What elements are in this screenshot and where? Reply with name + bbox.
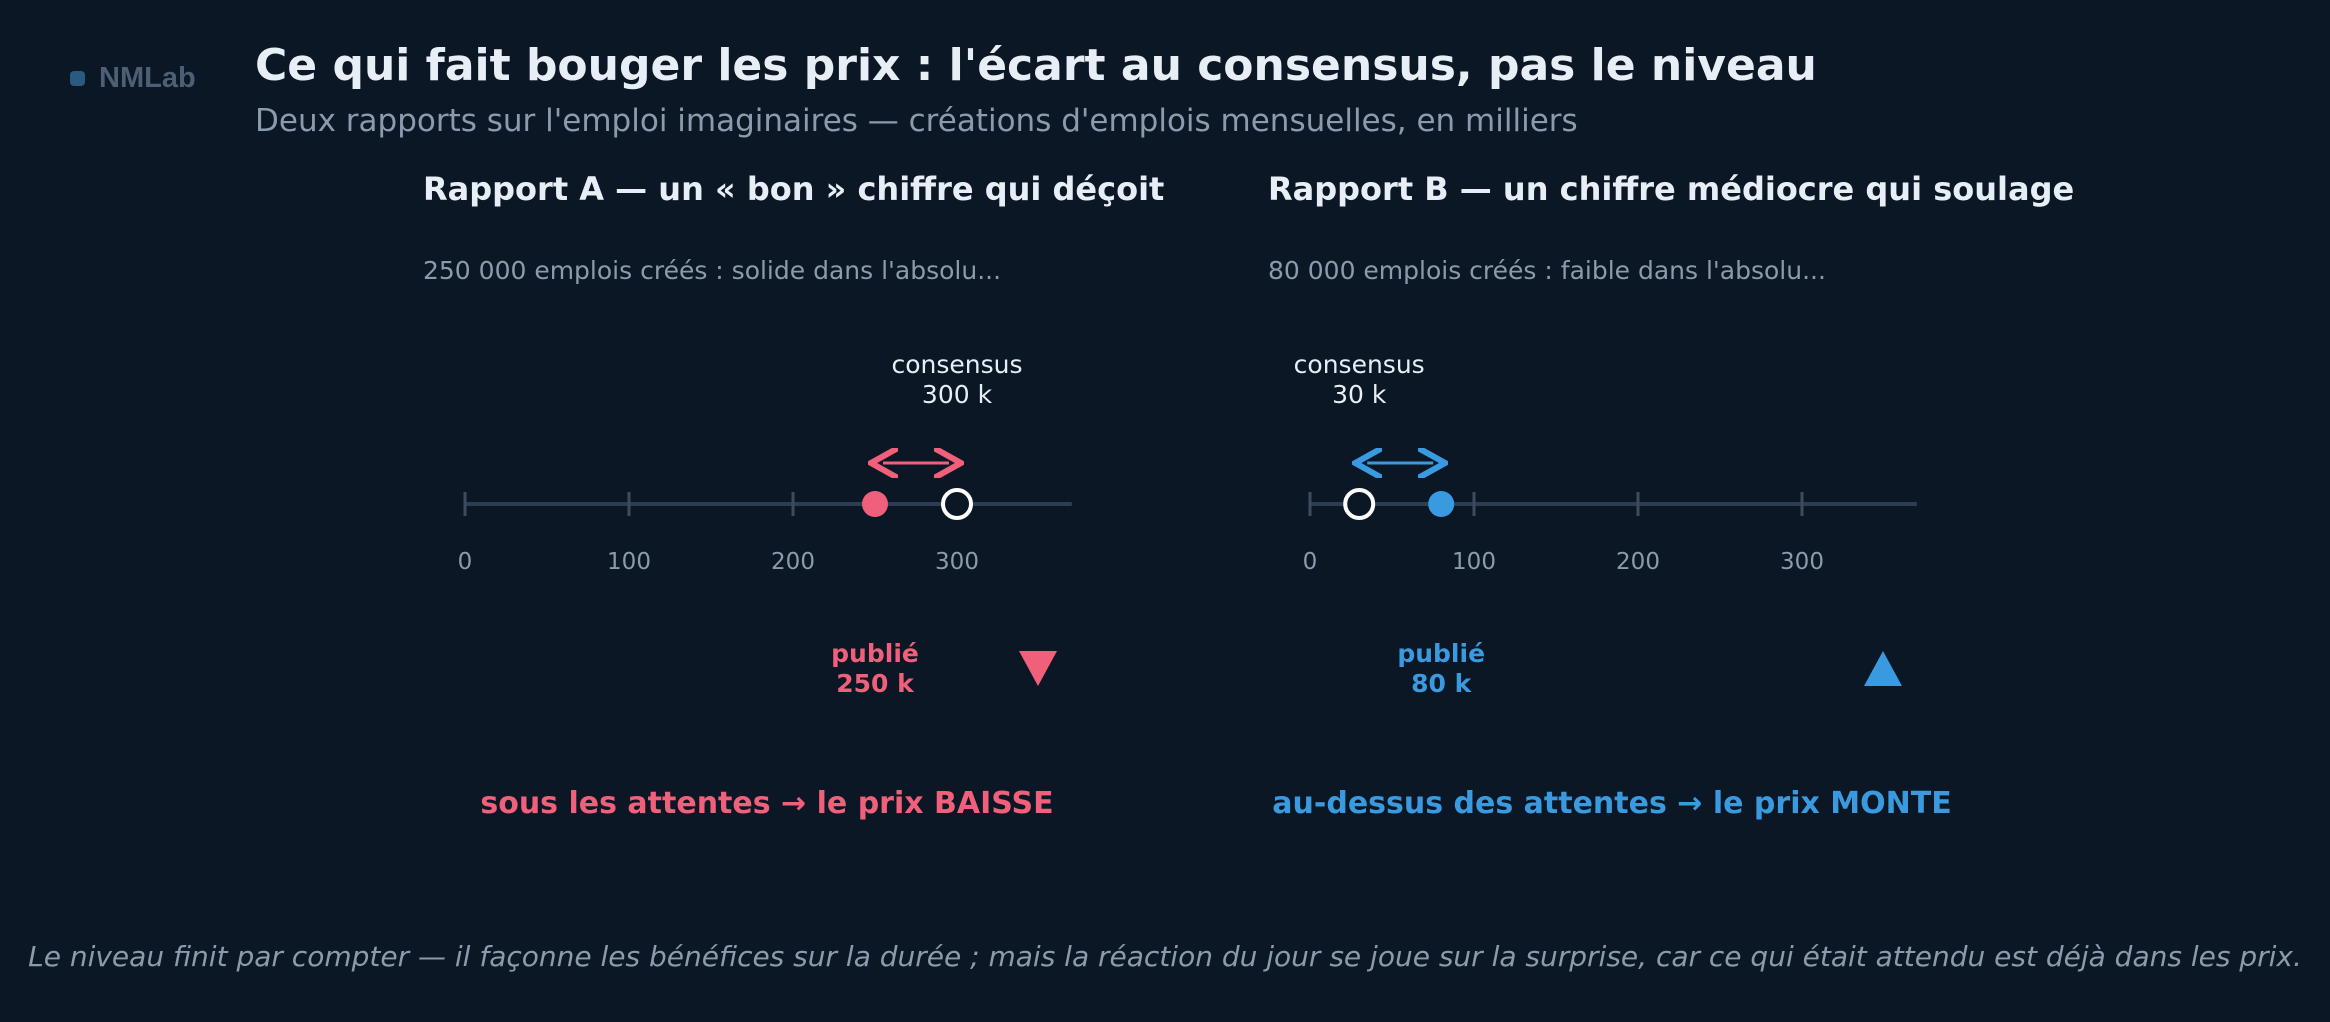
brand-square-icon (70, 71, 85, 86)
panel-b-scale: 0 100 200 300 consensus 30 k publié 80 k (1294, 350, 1917, 698)
panel-b-consensus-value: 30 k (1332, 380, 1387, 409)
panel-a-consensus-value: 300 k (922, 380, 993, 409)
panel-b-description: 80 000 emplois créés : faible dans l'abs… (1268, 256, 1826, 285)
tick-label: 300 (1780, 549, 1824, 575)
page-title: Ce qui fait bouger les prix : l'écart au… (255, 40, 1817, 91)
panel-a-consensus-dot (941, 488, 973, 520)
brand-name: NMLab (99, 62, 196, 94)
panel-a-published-dot (862, 491, 888, 517)
panel-a-title: Rapport A — un « bon » chiffre qui déçoi… (423, 170, 1165, 208)
tick-label: 0 (1303, 549, 1318, 575)
brand-logo: NMLab (70, 62, 196, 95)
tick-label: 200 (1616, 549, 1660, 575)
panel-b-consensus-label: consensus (1294, 350, 1425, 379)
panel-b-verdict: au-dessus des attentes → le prix MONTE (1272, 786, 1952, 821)
panel-a-verdict: sous les attentes → le prix BAISSE (480, 786, 1054, 821)
page-subtitle: Deux rapports sur l'emploi imaginaires —… (255, 103, 1578, 139)
tick-label: 100 (607, 549, 651, 575)
panel-b-ticks: 0 100 200 300 (1303, 492, 1824, 575)
tick-label: 300 (935, 549, 979, 575)
panel-b-published-label: publié (1397, 639, 1485, 668)
panel-b-consensus-dot (1343, 488, 1376, 520)
panel-b-title: Rapport B — un chiffre médiocre qui soul… (1268, 170, 2075, 208)
panel-a-consensus-label: consensus (891, 350, 1022, 379)
panel-b-published-dot (1428, 491, 1455, 517)
tick-label: 0 (458, 549, 473, 575)
panel-a-scale: 0 100 200 300 consensus 300 k publié 250 k (458, 350, 1072, 698)
footnote: Le niveau finit par compter — il façonne… (28, 940, 2302, 973)
panel-a-ticks: 0 100 200 300 (458, 492, 979, 575)
panel-a-published-label: publié (831, 639, 919, 668)
panel-a-published-value: 250 k (836, 669, 915, 698)
triangle-down-icon (1019, 651, 1057, 686)
panel-b-published-value: 80 k (1411, 669, 1472, 698)
triangle-up-icon (1864, 651, 1902, 686)
tick-label: 100 (1452, 549, 1496, 575)
panel-a-description: 250 000 emplois créés : solide dans l'ab… (423, 256, 1002, 285)
tick-label: 200 (771, 549, 815, 575)
